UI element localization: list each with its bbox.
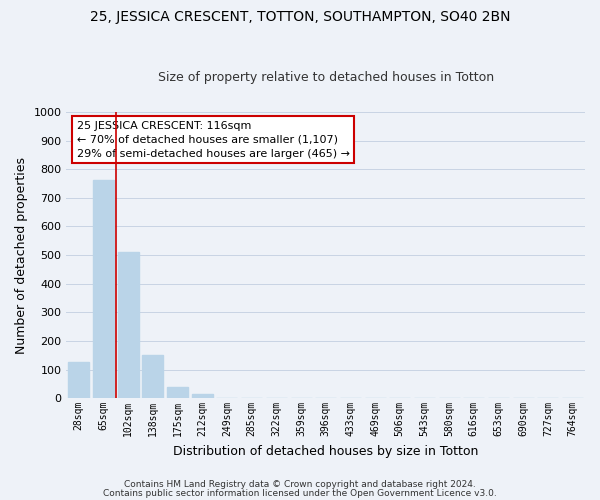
- Bar: [167, 386, 188, 398]
- Bar: [68, 362, 89, 398]
- Bar: [142, 354, 163, 398]
- X-axis label: Distribution of detached houses by size in Totton: Distribution of detached houses by size …: [173, 444, 478, 458]
- Text: 25 JESSICA CRESCENT: 116sqm
← 70% of detached houses are smaller (1,107)
29% of : 25 JESSICA CRESCENT: 116sqm ← 70% of det…: [77, 120, 350, 158]
- Title: Size of property relative to detached houses in Totton: Size of property relative to detached ho…: [158, 72, 494, 85]
- Bar: [93, 180, 114, 398]
- Y-axis label: Number of detached properties: Number of detached properties: [15, 156, 28, 354]
- Text: 25, JESSICA CRESCENT, TOTTON, SOUTHAMPTON, SO40 2BN: 25, JESSICA CRESCENT, TOTTON, SOUTHAMPTO…: [90, 10, 510, 24]
- Text: Contains HM Land Registry data © Crown copyright and database right 2024.: Contains HM Land Registry data © Crown c…: [124, 480, 476, 489]
- Bar: [118, 252, 139, 398]
- Text: Contains public sector information licensed under the Open Government Licence v3: Contains public sector information licen…: [103, 488, 497, 498]
- Bar: [192, 394, 213, 398]
